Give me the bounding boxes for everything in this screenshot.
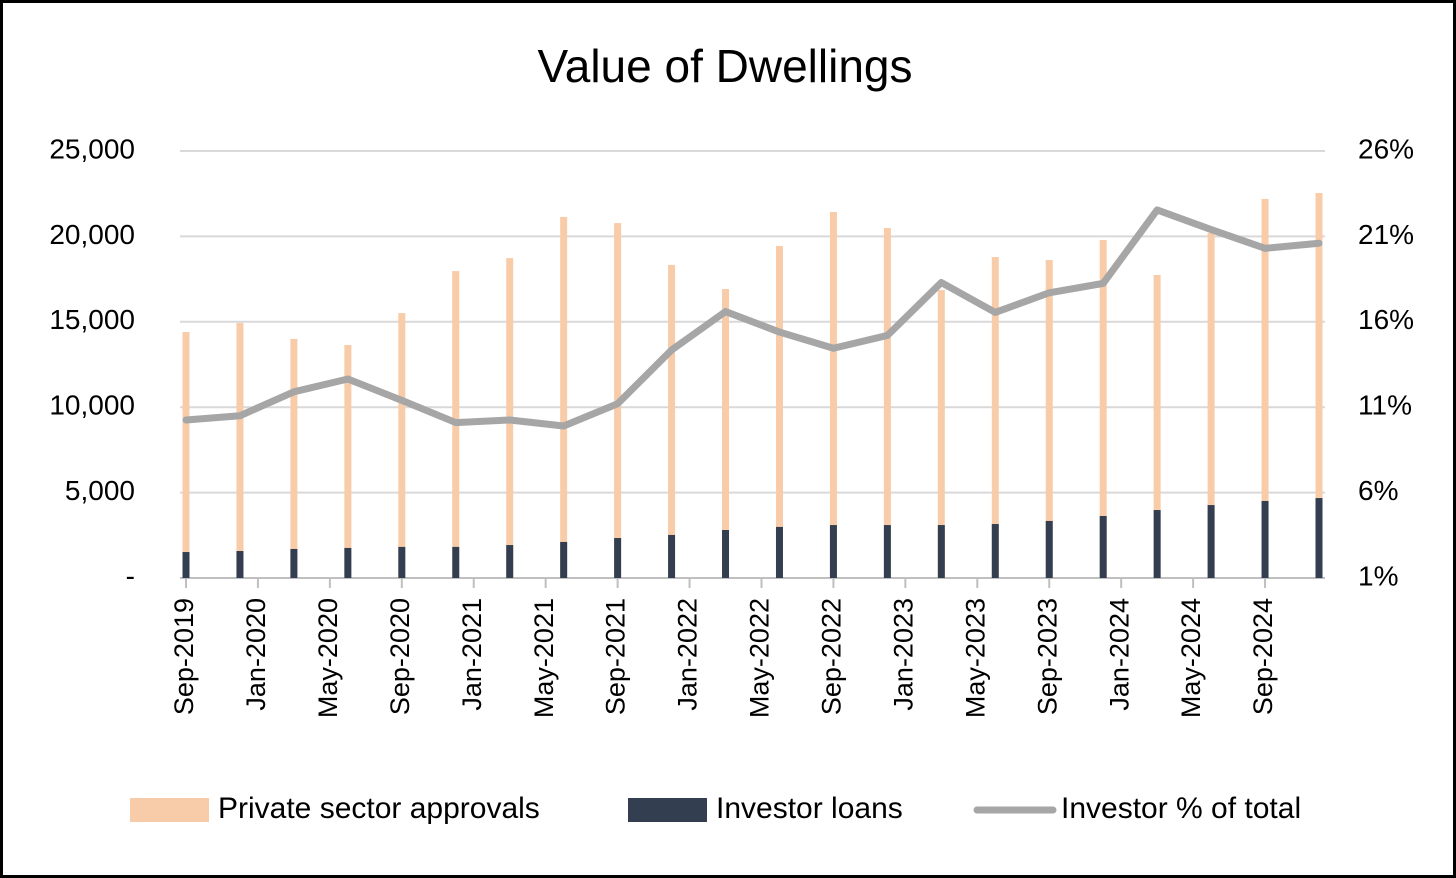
bar	[1153, 275, 1161, 578]
bar	[236, 551, 244, 578]
bar	[1207, 232, 1215, 578]
x-tick-label: Jan-2021	[457, 598, 487, 711]
bar	[722, 530, 730, 578]
legend-swatch	[628, 798, 707, 822]
bar	[1261, 500, 1269, 578]
x-tick-label: Sep-2023	[1032, 598, 1062, 715]
y2-tick-label: 26%	[1358, 133, 1414, 164]
bar	[668, 534, 676, 578]
bar	[1315, 498, 1323, 578]
y2-tick-label: 11%	[1358, 390, 1412, 421]
x-tick-label: May-2024	[1176, 598, 1206, 718]
bar	[290, 338, 298, 578]
y2-tick-label: 1%	[1358, 560, 1398, 591]
x-tick-label: Sep-2021	[601, 598, 631, 715]
bar	[506, 545, 514, 578]
y2-tick-label: 6%	[1358, 475, 1398, 506]
y-tick-label: 10,000	[49, 390, 135, 421]
x-tick-label: May-2020	[313, 598, 343, 718]
bar	[1207, 505, 1215, 578]
bar	[398, 313, 406, 578]
bar	[344, 345, 352, 578]
x-tick-label: Jan-2024	[1104, 598, 1134, 711]
x-tick-label: Jan-2020	[241, 598, 271, 711]
bar	[236, 322, 244, 578]
x-tick-label: Jan-2023	[888, 598, 918, 711]
y2-tick-label: 21%	[1358, 219, 1414, 250]
bar	[398, 546, 406, 578]
y-tick-label: 15,000	[49, 304, 135, 335]
legend-swatch	[130, 798, 209, 822]
y-tick-label: 5,000	[65, 475, 135, 506]
bar	[829, 211, 837, 579]
bar	[344, 547, 352, 578]
y-tick-label: 20,000	[49, 219, 135, 250]
bar	[1153, 510, 1161, 578]
y-tick-label: 25,000	[49, 133, 135, 164]
bar	[452, 546, 460, 578]
bar	[883, 525, 891, 578]
bar	[937, 525, 945, 578]
bar	[614, 538, 622, 578]
x-tick-label: May-2021	[529, 598, 559, 718]
bar	[1099, 239, 1107, 578]
bar	[668, 264, 676, 578]
x-tick-label: Sep-2019	[169, 598, 199, 715]
legend-label: Private sector approvals	[218, 792, 540, 825]
bar	[182, 332, 190, 578]
x-tick-label: May-2022	[745, 598, 775, 718]
line	[182, 206, 1323, 430]
chart-title: Value of Dwellings	[537, 40, 912, 92]
bar	[1045, 259, 1053, 578]
y-tick-label: -	[126, 560, 135, 591]
bar	[1315, 193, 1323, 579]
bar	[560, 541, 568, 578]
y2-tick-label: 16%	[1358, 304, 1414, 335]
bar	[991, 257, 999, 578]
x-tick-label: May-2023	[960, 598, 990, 718]
x-tick-label: Sep-2020	[385, 598, 415, 715]
legend-label: Investor % of total	[1061, 792, 1301, 825]
bar	[1261, 198, 1269, 578]
bar	[1099, 515, 1107, 578]
legend-label: Investor loans	[716, 792, 903, 825]
bar	[775, 245, 783, 579]
bar	[290, 548, 298, 578]
bar	[1045, 520, 1053, 578]
bar	[182, 552, 190, 578]
bar	[829, 525, 837, 578]
bar	[937, 290, 945, 578]
x-tick-label: Sep-2022	[817, 598, 847, 715]
bar	[991, 524, 999, 578]
bar	[722, 289, 730, 578]
bar	[883, 228, 891, 578]
x-tick-label: Sep-2024	[1248, 598, 1278, 715]
x-tick-label: Jan-2022	[673, 598, 703, 711]
bar	[560, 216, 568, 578]
bar	[775, 526, 783, 578]
